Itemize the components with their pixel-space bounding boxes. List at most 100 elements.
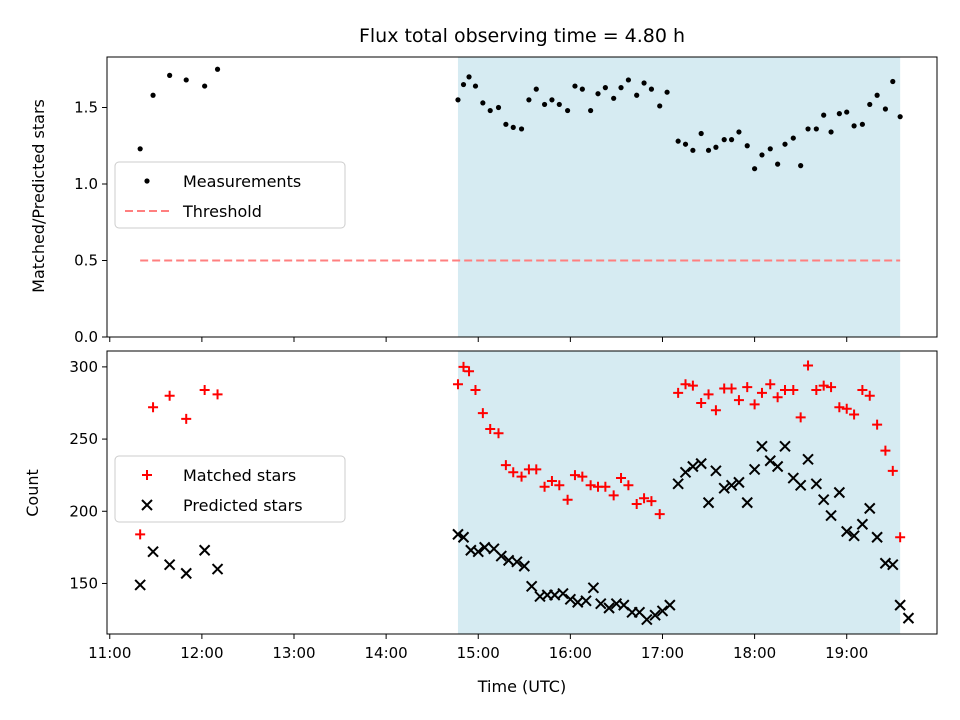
y-tick-label: 0.0 (74, 328, 98, 346)
data-point (790, 135, 796, 141)
data-point (897, 114, 903, 120)
data-point (539, 481, 550, 492)
ratio-panel: 0.0 0.5 1.0 1.5 Matched/Predicted stars Mea… (29, 56, 938, 346)
data-point (825, 509, 837, 522)
data-point (844, 109, 850, 115)
data-point (518, 126, 525, 132)
data-point (682, 141, 689, 147)
data-point (641, 613, 653, 626)
data-point (477, 408, 488, 419)
legend-label: Threshold (182, 202, 262, 221)
data-point (725, 479, 738, 491)
x-tick-label: 14:00 (365, 644, 408, 662)
data-point (600, 481, 611, 492)
data-point (480, 100, 486, 106)
data-point (805, 126, 811, 132)
data-point (756, 387, 767, 398)
data-point (802, 453, 814, 465)
data-point (181, 413, 192, 424)
data-point (631, 499, 642, 510)
data-point (500, 460, 511, 471)
data-point (564, 107, 571, 114)
legend-label: Measurements (183, 172, 301, 191)
data-point (742, 382, 753, 393)
data-point (180, 567, 192, 580)
data-point (794, 479, 807, 491)
ratio-legend: Measurements Threshold (114, 161, 346, 229)
data-point (728, 137, 735, 143)
data-point (664, 599, 676, 611)
data-point (902, 612, 915, 624)
data-point (687, 380, 698, 391)
data-point (890, 78, 896, 85)
data-point (744, 143, 750, 149)
data-point (702, 496, 715, 509)
data-point (836, 111, 842, 117)
data-point (771, 460, 784, 473)
count-y-ticks: 150 200 250 300 (69, 358, 107, 592)
x-tick-label: 17:00 (641, 644, 684, 662)
data-point (639, 493, 650, 504)
data-point (525, 580, 538, 593)
data-point (857, 384, 868, 395)
data-point (608, 490, 619, 501)
data-point (508, 467, 519, 478)
x-tick-label: 12:00 (180, 644, 223, 662)
data-point (887, 558, 899, 571)
data-point (810, 478, 823, 490)
data-point (736, 129, 742, 135)
legend-swatch (144, 178, 150, 184)
legend-swatch (142, 470, 152, 480)
data-point (864, 390, 875, 401)
data-point (679, 466, 692, 478)
data-point (579, 86, 585, 92)
data-point (798, 163, 804, 169)
data-point (687, 460, 699, 473)
data-point (741, 496, 753, 509)
data-point (452, 379, 463, 390)
data-point (874, 92, 880, 98)
data-point (864, 502, 876, 515)
data-point (894, 599, 906, 611)
data-point (811, 384, 822, 395)
data-point (672, 478, 684, 490)
chart-title: Flux total observing time = 4.80 h (359, 25, 685, 47)
data-point (887, 465, 898, 476)
data-point (656, 605, 669, 617)
data-point (135, 529, 146, 540)
data-point (710, 465, 722, 477)
data-point (466, 74, 472, 80)
data-point (495, 104, 502, 111)
data-point (148, 402, 159, 413)
data-point (718, 482, 730, 494)
data-point (585, 480, 596, 491)
observing-window-top (457, 57, 901, 337)
data-point (828, 129, 834, 135)
data-point (526, 97, 532, 103)
data-point (649, 609, 661, 621)
data-point (848, 530, 860, 542)
y-tick-label: 300 (69, 358, 98, 376)
data-point (788, 384, 799, 395)
predicted-stars-series (134, 440, 915, 626)
data-point (698, 130, 704, 137)
data-point (880, 445, 891, 456)
data-point (733, 476, 745, 489)
y-tick-label: 200 (69, 502, 98, 520)
data-point (531, 464, 542, 475)
data-point (199, 384, 210, 395)
data-point (834, 402, 845, 413)
data-point (721, 137, 727, 143)
x-tick-label: 13:00 (272, 644, 315, 662)
y-tick-label: 1.5 (74, 98, 98, 116)
data-point (460, 81, 467, 88)
data-point (821, 112, 827, 118)
data-point (752, 166, 758, 172)
data-point (470, 384, 481, 395)
data-point (546, 475, 557, 486)
data-point (680, 379, 691, 390)
data-point (212, 389, 223, 400)
data-point (562, 494, 573, 505)
data-point (849, 409, 860, 420)
